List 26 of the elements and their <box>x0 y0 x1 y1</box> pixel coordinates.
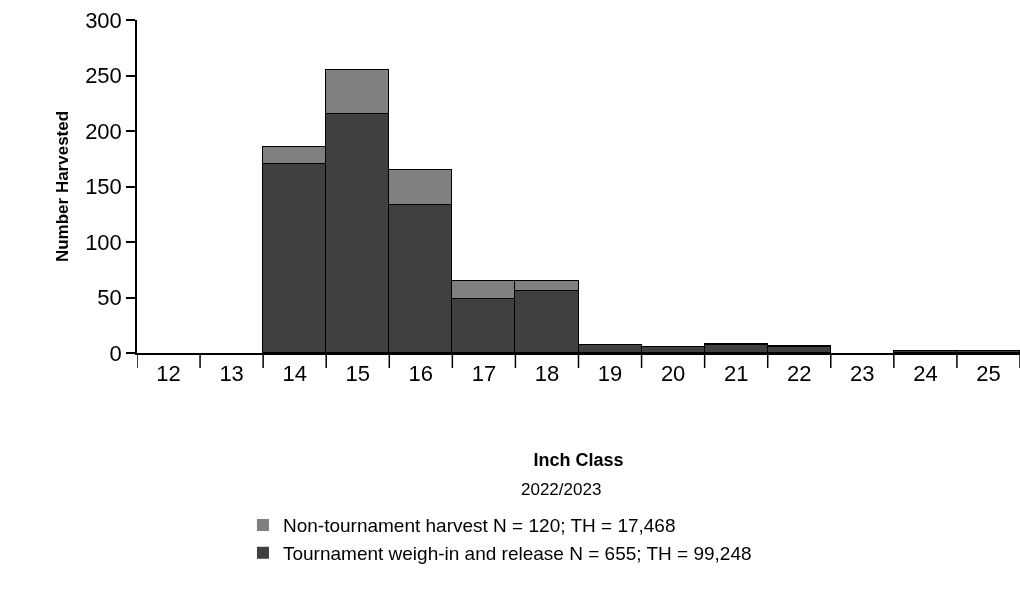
x-tick-label: 21 <box>723 361 749 387</box>
x-tick-label: 19 <box>597 361 623 387</box>
x-tick-label: 14 <box>282 361 307 387</box>
x-tick-label: 24 <box>913 361 938 387</box>
x-axis-title: Inch Class <box>533 449 624 470</box>
x-tick-label: 20 <box>660 361 686 387</box>
text: 2022/2023 <box>521 480 602 499</box>
y-axis-title: Number Harvested <box>53 110 73 263</box>
x-tick-label: 23 <box>850 361 875 387</box>
legend-label: Non-tournament harvest N = 120; TH = 17,468 <box>282 515 676 537</box>
x-tick-label: 18 <box>534 361 560 387</box>
y-tick-label: 200 <box>85 118 122 144</box>
y-tick-label: 100 <box>85 229 122 255</box>
y-tick-label: 150 <box>85 174 122 200</box>
x-tick-label: 22 <box>787 361 812 387</box>
x-tick-label: 15 <box>345 361 370 387</box>
x-tick-label: 25 <box>976 361 1001 387</box>
x-tick-label: 16 <box>408 361 434 387</box>
y-tick-label: 300 <box>85 7 122 33</box>
y-tick-label: 0 <box>109 340 122 366</box>
y-tick-label: 50 <box>97 285 122 311</box>
x-tick-label: 17 <box>471 361 497 387</box>
y-tick-label: 250 <box>85 63 122 89</box>
x-tick-label: 13 <box>219 361 244 387</box>
legend-label: Tournament weigh-in and release N = 655; TH = 99,248 <box>282 543 752 565</box>
x-tick-label: 12 <box>156 361 181 387</box>
